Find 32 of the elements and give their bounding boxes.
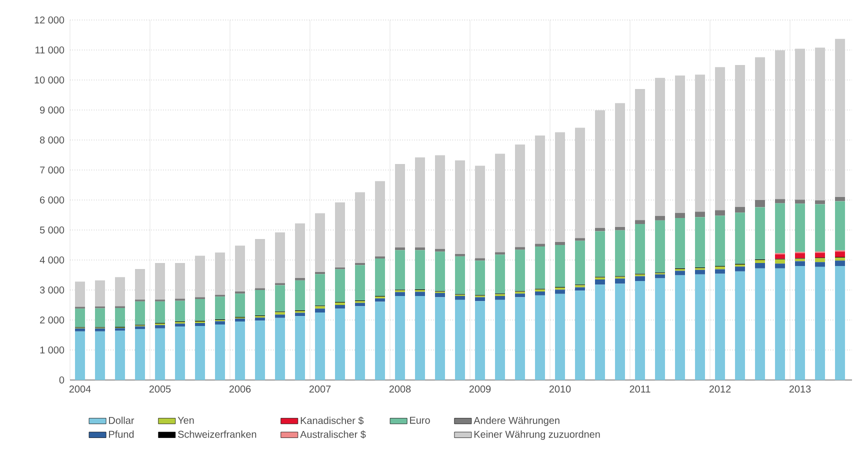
x-tick-label: 2009 [469, 386, 491, 393]
legend-label: Yen [178, 416, 194, 424]
y-tick-label: 6 000 [40, 196, 64, 204]
x-tick-label: 2007 [309, 386, 331, 393]
legend-label: Pfund [109, 430, 134, 438]
y-tick-label: 11 000 [36, 46, 64, 54]
y-tick-label: 0 [59, 376, 64, 384]
y-tick-label: 9 000 [40, 106, 64, 114]
y-tick-label: 2 000 [40, 316, 64, 324]
legend-label: Kanadischer $ [300, 416, 364, 425]
x-tick-label: 2012 [709, 386, 731, 393]
x-tick-label: 2010 [549, 386, 571, 393]
legend-label: Australischer $ [300, 430, 366, 438]
x-tick-label: 2013 [789, 386, 811, 393]
legend-label: Euro [410, 416, 430, 424]
y-tick-label: 3 000 [40, 286, 64, 294]
y-tick-label: 1 000 [40, 346, 64, 354]
y-tick-label: 7 000 [40, 166, 64, 174]
legend-label: Dollar [109, 416, 134, 424]
y-tick-label: 10 000 [34, 76, 64, 84]
x-tick-label: 2011 [630, 386, 650, 393]
y-tick-label: 4 000 [40, 256, 64, 264]
legend-label: Schweizerfranken [178, 430, 256, 438]
y-tick-label: 5 000 [40, 226, 64, 234]
y-tick-label: 8 000 [40, 136, 64, 144]
legend-label: Keiner Währung zuzuordnen [474, 430, 600, 440]
legend-label: Andere Währungen [474, 416, 560, 426]
x-tick-label: 2005 [149, 386, 171, 393]
x-tick-label: 2008 [389, 386, 411, 393]
y-tick-label: 12 000 [34, 16, 64, 24]
x-tick-label: 2006 [229, 386, 251, 393]
x-tick-label: 2004 [69, 386, 91, 393]
